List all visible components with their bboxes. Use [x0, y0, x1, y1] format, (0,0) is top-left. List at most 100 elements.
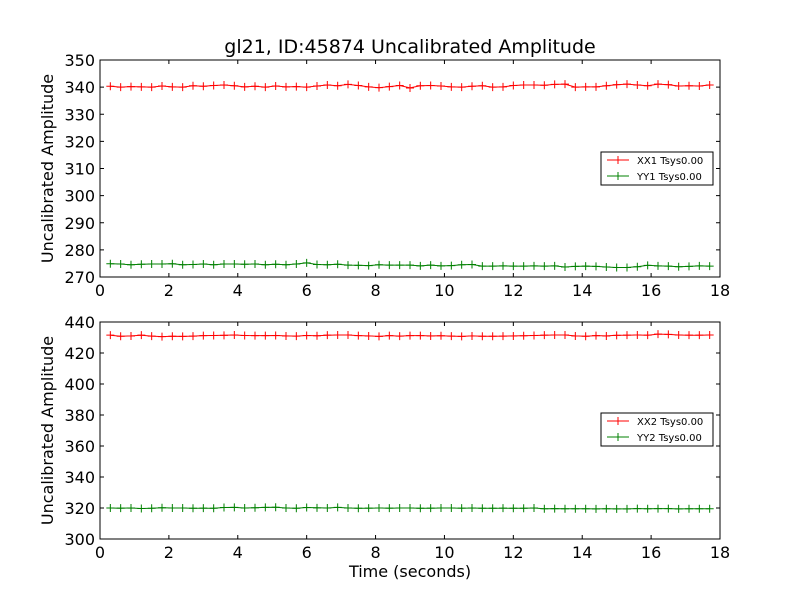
data-point: [426, 504, 435, 513]
data-point: [643, 261, 652, 270]
data-point: [612, 263, 621, 272]
x-tick-label: 16: [641, 281, 661, 300]
data-point: [127, 504, 135, 512]
data-point: [168, 504, 177, 512]
data-point: [261, 503, 270, 512]
data-point: [333, 260, 342, 269]
data-point: [158, 503, 166, 512]
x-tick-label: 18: [710, 543, 730, 562]
data-point: [292, 259, 301, 268]
plot-frame: [99, 321, 721, 540]
data-point: [406, 83, 414, 92]
data-point: [623, 80, 631, 89]
data-point: [571, 504, 580, 513]
data-point: [199, 504, 208, 513]
data-point: [220, 503, 228, 512]
data-point: [426, 81, 435, 90]
data-point: [323, 504, 332, 512]
data-point: [488, 332, 497, 341]
x-tick-label: 10: [434, 281, 454, 300]
data-point: [292, 504, 301, 513]
data-point: [654, 504, 662, 513]
data-point: [519, 331, 528, 340]
data-point: [705, 262, 714, 271]
x-tick-label: 0: [95, 543, 105, 562]
data-point: [395, 504, 404, 512]
data-point: [561, 262, 569, 271]
data-point: [158, 82, 166, 91]
data-point: [178, 504, 187, 512]
data-point: [313, 260, 321, 269]
data-point: [581, 82, 590, 91]
data-point: [437, 504, 445, 512]
data-point: [519, 262, 528, 271]
data-point: [674, 82, 683, 91]
data-point: [705, 504, 714, 513]
y-tick-label: 350: [64, 51, 95, 70]
data-point: [385, 331, 394, 340]
y-tick-label: 360: [64, 437, 95, 456]
data-point: [209, 260, 218, 269]
data-point: [354, 504, 363, 513]
data-point: [540, 504, 549, 513]
data-point: [530, 261, 538, 270]
data-point: [437, 82, 445, 91]
data-point: [282, 331, 290, 340]
data-point: [705, 80, 714, 89]
y-tick-label: 420: [64, 344, 95, 363]
data-point: [230, 331, 239, 340]
data-point: [282, 504, 290, 512]
data-point: [158, 259, 166, 268]
data-point: [106, 259, 115, 268]
data-point: [395, 332, 404, 341]
data-point: [375, 260, 383, 269]
data-point: [375, 504, 383, 512]
data-point: [685, 504, 693, 513]
data-point: [137, 82, 146, 91]
data-point: [375, 83, 383, 92]
y-tick-label: 310: [64, 160, 95, 179]
data-point: [251, 259, 259, 268]
data-point: [375, 332, 383, 341]
data-point: [416, 81, 425, 90]
data-point: [364, 261, 373, 270]
data-point: [240, 82, 249, 91]
data-point: [364, 331, 373, 340]
data-point: [581, 504, 590, 513]
data-point: [220, 259, 228, 268]
data-point: [664, 330, 673, 339]
data-point: [571, 331, 580, 340]
data-point: [199, 259, 208, 268]
data-point: [519, 504, 528, 513]
top-subplot: 0 2 4 6 8 10 12 14 16 18 270 280 290 300 310 320 330 340 3…: [38, 51, 730, 300]
data-point: [230, 503, 239, 512]
data-point: [406, 504, 414, 512]
y-axis-label: Uncalibrated Amplitude: [38, 74, 57, 263]
data-point: [364, 504, 373, 513]
data-point: [261, 331, 270, 340]
y-tick-label: 290: [64, 214, 95, 233]
legend-box: [600, 412, 714, 447]
data-point: [488, 504, 497, 513]
data-point: [147, 504, 156, 513]
data-point: [685, 81, 693, 90]
data-point: [354, 81, 363, 90]
y-tick-label: 330: [64, 105, 95, 124]
data-point: [106, 82, 115, 91]
data-point: [137, 260, 146, 269]
data-point: [488, 83, 497, 92]
legend-marker: [614, 417, 622, 425]
data-point: [344, 504, 352, 512]
x-tick-label: 8: [370, 543, 380, 562]
x-tick-label: 6: [302, 543, 312, 562]
data-point: [106, 331, 115, 340]
data-point: [354, 261, 363, 270]
data-point: [509, 262, 518, 271]
x-tick-label: 14: [572, 543, 592, 562]
legend: XX1 Tsys0.00 YY1 Tsys0.00: [600, 151, 714, 186]
data-point: [292, 82, 301, 91]
data-point: [674, 504, 683, 513]
data-point: [674, 331, 683, 340]
